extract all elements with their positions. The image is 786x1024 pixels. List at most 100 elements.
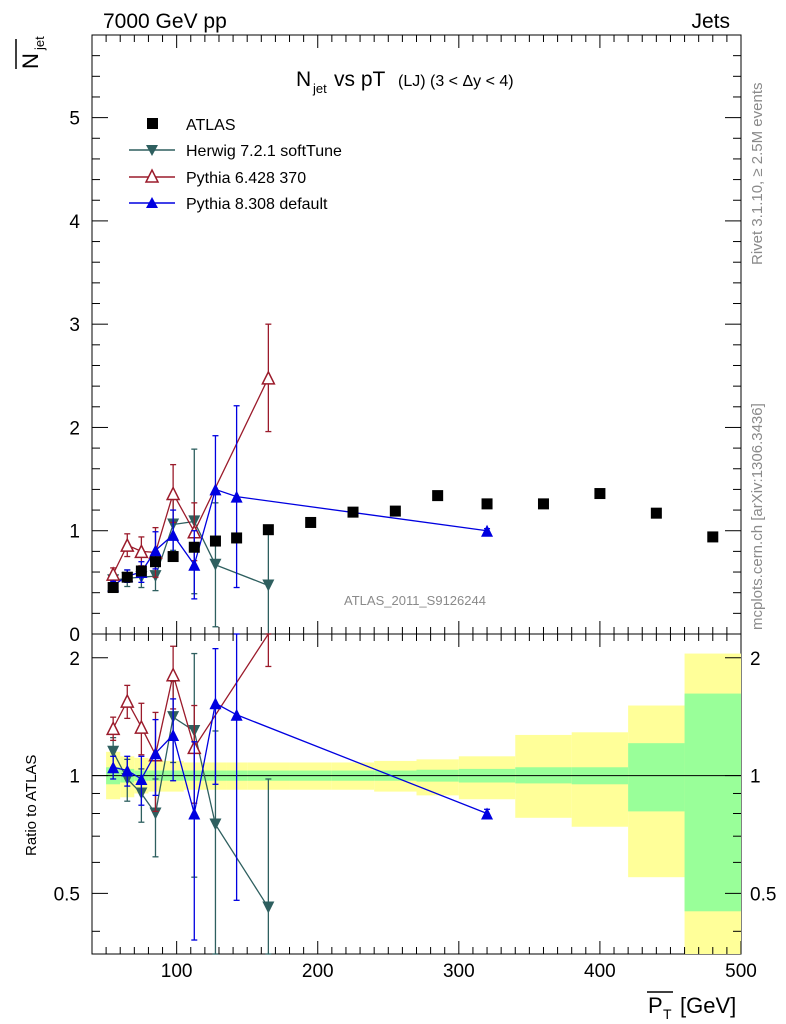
top-title: N jet vs pT (LJ) (3 < Δy < 4): [296, 68, 514, 96]
top-atlas-point: [107, 582, 119, 594]
legend: ATLAS Herwig 7.2.1 softTune Pythia 6.428…: [129, 117, 342, 213]
legend-marker-pythia6: [144, 168, 160, 183]
axes: 100 200 300 400 500 0 1 2 3 4 5 0.5 0.5 1 1 2 2: [54, 35, 776, 982]
ratio-pythia8-point: [188, 807, 201, 820]
ratio-pythia8-line: [113, 702, 488, 815]
ratio-y-tick-label: 2: [69, 649, 80, 670]
ratio-pythia8-point: [167, 728, 180, 741]
data-series: [105, 323, 719, 955]
ratio-bands: [92, 653, 741, 954]
ratio-herwig-point: [149, 807, 162, 820]
legend-label-herwig: Herwig 7.2.1 softTune: [186, 143, 342, 160]
ratio-pythia8-point: [230, 708, 243, 721]
y-tick-label: 5: [69, 109, 80, 130]
top-pythia6-point: [261, 370, 276, 385]
top-pythia6-point: [105, 566, 121, 581]
top-pythia8-point: [149, 544, 162, 557]
top-atlas-point: [707, 531, 719, 543]
ratio-y-tick-label: 0.5: [54, 884, 80, 905]
top-atlas-point: [347, 506, 359, 518]
ratio-pythia6-point: [120, 693, 135, 708]
ratio-herwig-point: [107, 745, 120, 758]
top-atlas-point: [167, 551, 179, 563]
top-atlas-point: [389, 505, 401, 517]
ratio-band-inner: [628, 743, 685, 812]
top-pythia6-point: [165, 485, 181, 501]
y-tick-label: 2: [69, 418, 80, 439]
ratio-pythia8-point: [149, 747, 162, 760]
top-herwig-point: [209, 558, 222, 571]
x-tick-label: 200: [302, 961, 334, 982]
legend-marker-atlas: [147, 118, 158, 129]
svg-text:[GeV]: [GeV]: [680, 993, 736, 1018]
x-tick-label: 400: [584, 961, 616, 982]
top-herwig-point: [262, 579, 275, 592]
top-ylabel: N jet: [15, 36, 47, 69]
y-tick-label: 4: [69, 212, 80, 233]
top-atlas-point: [594, 488, 606, 500]
ratio-pythia6-point: [165, 667, 181, 682]
ratio-herwig-point: [209, 818, 222, 831]
svg-text:P: P: [648, 993, 663, 1018]
rivet-version: Rivet 3.1.10, ≥ 2.5M events: [749, 83, 766, 266]
top-pythia6-point: [134, 543, 149, 559]
top-pythia6-point: [120, 537, 135, 552]
mcplots-credit: mcplots.cern.ch [arXiv:1306.3436]: [749, 403, 766, 630]
ratio-pythia8-point: [209, 697, 222, 710]
top-atlas-point: [188, 541, 200, 553]
ratio-pythia8-point: [481, 807, 494, 820]
ratio-herwig-line: [112, 716, 269, 908]
ratio-pythia6-point: [134, 719, 149, 734]
ratio-y-tick-label-right: 0.5: [750, 884, 776, 905]
x-tick-label: 300: [443, 961, 475, 982]
y-tick-label: 3: [69, 315, 80, 336]
svg-text:(LJ) (3 < Δy < 4): (LJ) (3 < Δy < 4): [398, 73, 514, 90]
top-atlas-point: [135, 565, 147, 577]
svg-text:vs pT: vs pT: [334, 68, 386, 91]
ratio-pythia8-point: [135, 772, 148, 785]
legend-label-pythia8: Pythia 8.308 default: [186, 196, 328, 213]
top-pythia8-point: [188, 558, 201, 571]
x-tick-label: 500: [725, 961, 757, 982]
top-pythia8-point: [167, 528, 180, 541]
bottom-ylabel: Ratio to ATLAS: [23, 755, 40, 856]
y-tick-label: 0: [69, 625, 80, 646]
ratio-y-tick-label: 1: [69, 767, 80, 788]
top-pythia8-point: [481, 524, 494, 537]
energy-label: 7000 GeV pp: [103, 10, 227, 33]
category-label: Jets: [691, 10, 730, 33]
x-tick-label: 100: [161, 961, 193, 982]
top-atlas-point: [481, 498, 493, 510]
ratio-pythia8-point: [121, 764, 134, 777]
top-atlas-point: [209, 535, 221, 547]
svg-text:N: N: [296, 68, 311, 91]
legend-label-atlas: ATLAS: [186, 117, 236, 134]
svg-text:jet: jet: [312, 81, 327, 96]
legend-marker-herwig: [146, 145, 158, 156]
ratio-herwig-point: [262, 901, 275, 914]
legend-label-pythia6: Pythia 6.428 370: [186, 170, 306, 187]
top-atlas-point: [121, 571, 133, 583]
svg-text:jet: jet: [32, 36, 47, 51]
top-atlas-point: [537, 498, 549, 510]
legend-marker-pythia8: [146, 197, 158, 208]
top-atlas-point: [149, 556, 161, 568]
ratio-y-tick-label-right: 1: [750, 767, 761, 788]
svg-text:N: N: [18, 53, 43, 69]
top-atlas-point: [262, 524, 274, 536]
svg-text:T: T: [663, 1006, 672, 1022]
y-tick-label: 1: [69, 522, 80, 543]
top-atlas-point: [432, 490, 444, 502]
ratio-pythia8-point: [107, 761, 120, 774]
top-pythia8-point: [230, 490, 243, 503]
top-atlas-point: [305, 516, 317, 528]
top-pythia8-point: [209, 483, 222, 496]
ratio-y-tick-label-right: 2: [750, 649, 761, 670]
top-atlas-point: [231, 532, 243, 544]
analysis-name: ATLAS_2011_S9126244: [344, 593, 486, 608]
ratio-pythia6-line: [112, 633, 269, 757]
ratio-band-inner: [684, 693, 741, 912]
bottom-xlabel: P T [GeV]: [647, 991, 736, 1022]
ratio-pythia6-point: [105, 720, 121, 736]
